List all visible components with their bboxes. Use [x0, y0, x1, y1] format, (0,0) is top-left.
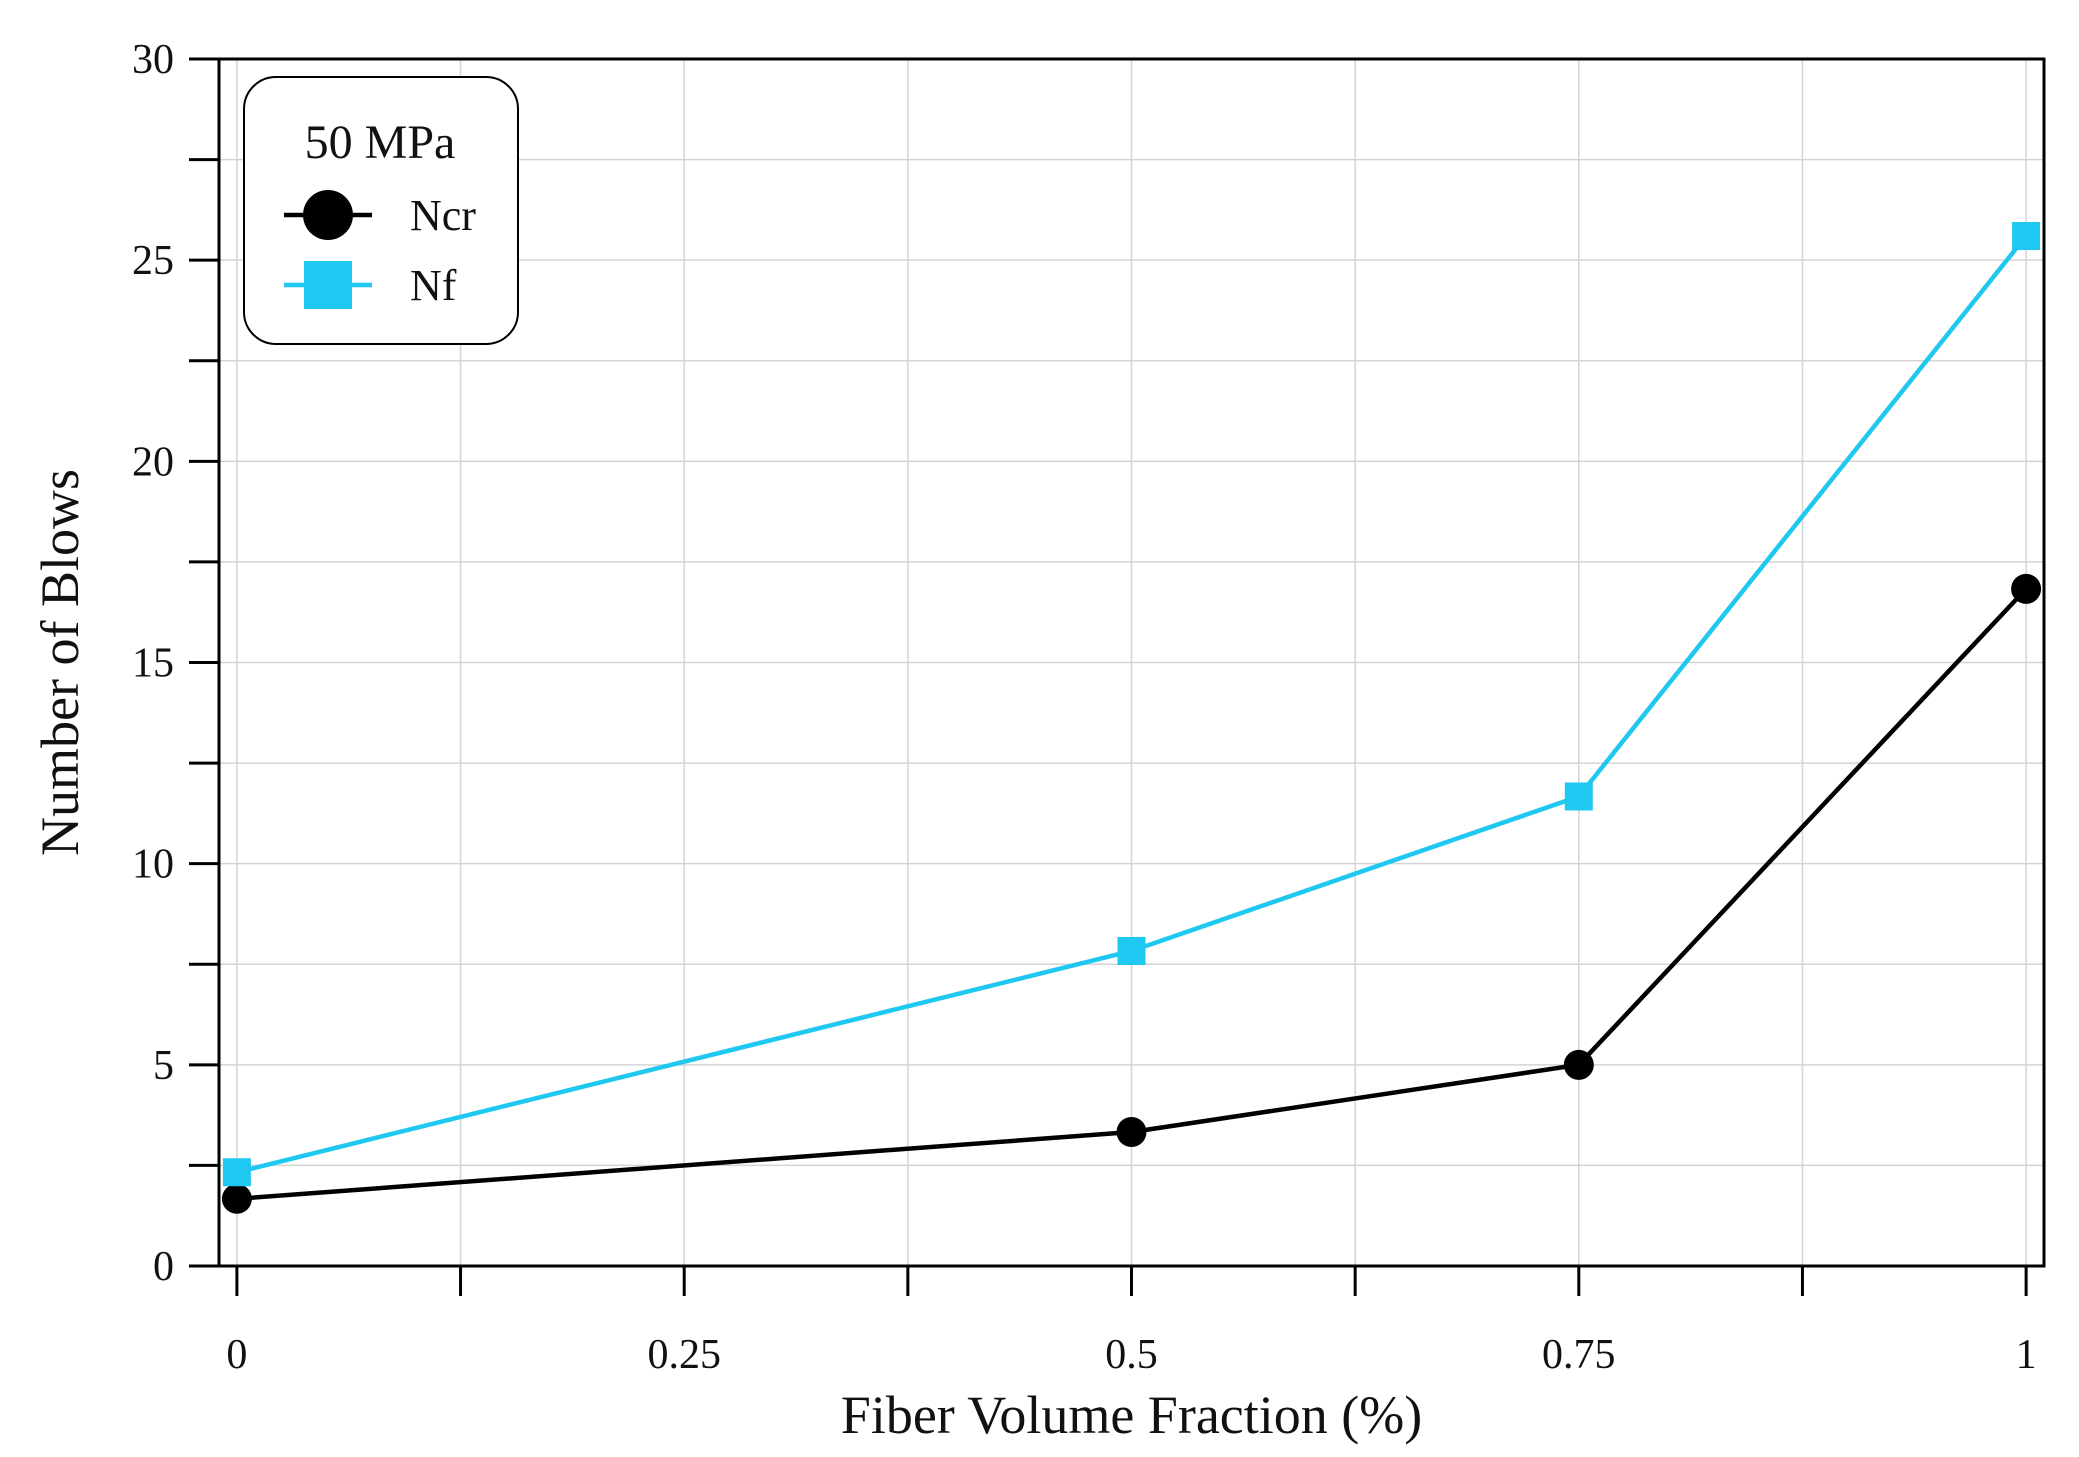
y-tick-label: 15 [132, 641, 174, 687]
data-point-ncr [2011, 573, 2042, 604]
data-point-ncr [1116, 1117, 1147, 1148]
series-line-ncr [236, 587, 2028, 1202]
series-ncr [221, 573, 2042, 1214]
series-line-nf [236, 234, 2028, 1175]
data-point-nf [2012, 222, 2041, 251]
legend-entry-ncr: Ncr [284, 190, 476, 240]
x-tick-label: 0.75 [1542, 1332, 1616, 1378]
x-tick-label: 0 [226, 1332, 247, 1378]
x-axis-title: Fiber Volume Fraction (%) [841, 1385, 1422, 1445]
legend-label-ncr: Ncr [410, 191, 476, 240]
data-point-nf [1117, 936, 1146, 965]
y-tick-label: 20 [132, 439, 174, 485]
y-tick-label: 25 [132, 238, 174, 284]
x-tick-label: 1 [2016, 1332, 2037, 1378]
data-point-ncr [221, 1183, 252, 1214]
x-tick-label: 0.25 [647, 1332, 721, 1378]
legend: 50 MPa Ncr Nf [243, 76, 519, 345]
data-point-nf [1564, 782, 1593, 811]
data-point-nf [222, 1158, 251, 1187]
data-point-ncr [1563, 1049, 1594, 1080]
y-tick-label: 30 [132, 37, 174, 83]
y-axis-title: Number of Blows [30, 469, 90, 856]
series-group [221, 222, 2042, 1214]
series-nf [222, 222, 2041, 1187]
legend-label-nf: Nf [410, 261, 457, 310]
tick-labels: 0 5 10 15 20 25 30 0 0.25 0.5 0.75 1 [132, 37, 2037, 1378]
legend-marker-ncr [303, 190, 353, 240]
axis-ticks [189, 57, 2028, 1296]
y-tick-label: 0 [153, 1244, 174, 1290]
legend-entry-nf: Nf [284, 261, 457, 310]
y-tick-label: 5 [153, 1043, 174, 1089]
legend-entries: Ncr Nf [284, 190, 476, 310]
y-tick-label: 10 [132, 842, 174, 888]
x-tick-label: 0.5 [1105, 1332, 1158, 1378]
legend-title: 50 MPa [305, 116, 456, 169]
legend-marker-nf [304, 261, 352, 309]
